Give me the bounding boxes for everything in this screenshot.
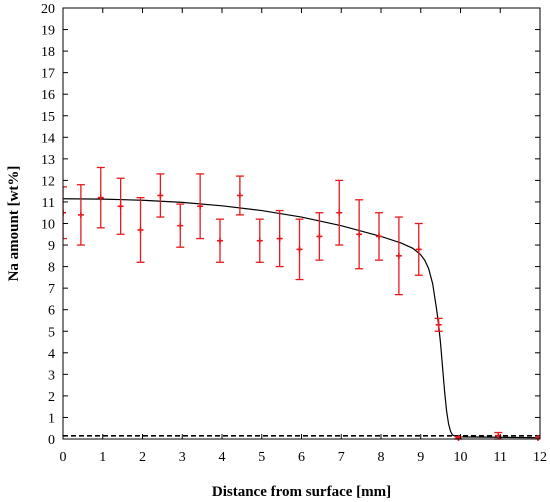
y-tick-label: 3 — [48, 368, 55, 383]
x-tick-label: 0 — [60, 450, 67, 465]
data-point — [63, 186, 67, 240]
x-tick-label: 6 — [298, 450, 305, 465]
data-point — [76, 184, 85, 246]
y-axis-title: Na amount [wt%] — [6, 166, 22, 282]
data-point — [196, 173, 205, 240]
y-tick-label: 13 — [41, 153, 55, 168]
data-point — [335, 179, 344, 246]
y-tick-label: 17 — [41, 67, 55, 82]
data-point — [136, 196, 145, 263]
y-tick-label: 6 — [48, 304, 55, 319]
data-point — [494, 431, 503, 440]
y-tick-label: 8 — [48, 261, 55, 276]
data-point — [375, 212, 384, 261]
axis-ticks — [62, 7, 541, 440]
data-point — [235, 175, 244, 216]
x-tick-label: 8 — [378, 450, 385, 465]
x-tick-label: 9 — [417, 450, 424, 465]
data-point — [216, 218, 225, 263]
data-point — [434, 317, 443, 332]
y-tick-label: 4 — [48, 347, 55, 362]
data-point — [116, 177, 125, 235]
x-tick-label: 4 — [219, 450, 226, 465]
y-tick-label: 20 — [41, 2, 55, 17]
y-tick-label: 10 — [41, 218, 55, 233]
y-tick-label: 9 — [48, 239, 55, 254]
x-tick-label: 7 — [338, 450, 345, 465]
x-axis-title: Distance from surface [mm] — [212, 484, 391, 500]
y-tick-label: 11 — [42, 196, 55, 211]
data-point — [176, 203, 185, 248]
x-tick-label: 1 — [99, 450, 106, 465]
plot-frame — [62, 7, 541, 440]
x-tick-label: 10 — [454, 450, 468, 465]
data-point — [275, 209, 284, 268]
y-tick-label: 0 — [48, 433, 55, 448]
y-tick-label: 19 — [41, 24, 55, 39]
data-point — [255, 218, 264, 263]
y-tick-label: 2 — [48, 390, 55, 405]
data-point — [394, 216, 403, 296]
y-tick-label: 12 — [41, 174, 55, 189]
tick-labels: 0 1 2 3 4 5 6 7 8 9 10 11 12012345678910111213141516… — [41, 2, 547, 465]
data-point — [355, 199, 364, 270]
data-point — [414, 222, 423, 276]
x-tick-label: 3 — [179, 450, 186, 465]
data-point — [96, 166, 105, 229]
y-tick-label: 14 — [41, 131, 55, 146]
x-tick-label: 11 — [494, 450, 507, 465]
x-tick-label: 12 — [533, 450, 547, 465]
y-tick-label: 7 — [48, 282, 55, 297]
data-layer — [63, 166, 540, 441]
data-point — [295, 218, 304, 281]
y-tick-label: 1 — [48, 411, 55, 426]
data-point — [315, 212, 324, 261]
y-tick-label: 18 — [41, 45, 55, 60]
y-tick-label: 15 — [41, 110, 55, 125]
x-tick-label: 2 — [139, 450, 146, 465]
data-point — [535, 434, 540, 441]
y-tick-label: 5 — [48, 325, 55, 340]
data-point — [156, 173, 165, 218]
x-tick-label: 5 — [258, 450, 265, 465]
fit-curve — [63, 198, 540, 439]
y-tick-label: 16 — [41, 88, 55, 103]
